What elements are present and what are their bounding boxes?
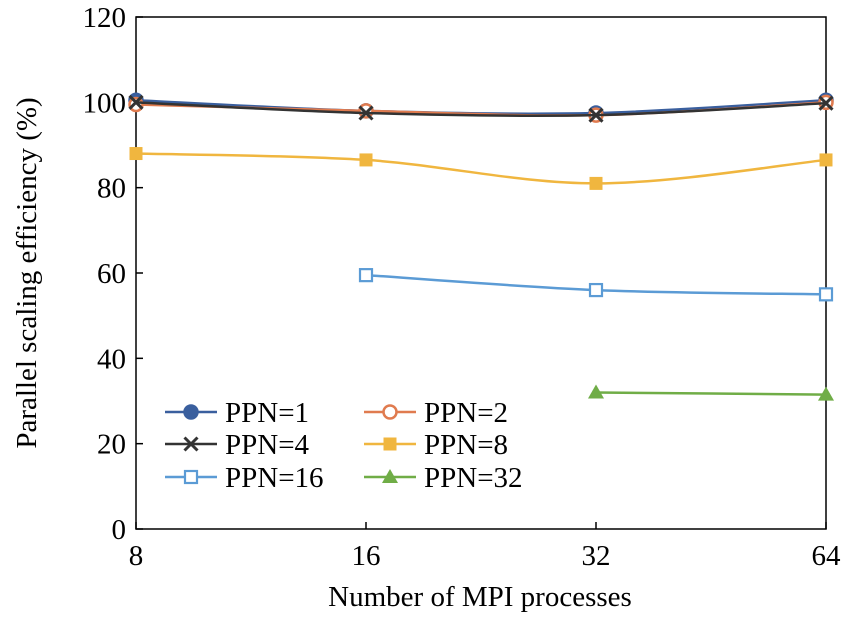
series-ppn-16 [358,268,834,302]
data-point [588,282,604,298]
data-point [358,268,374,283]
legend-label: PPN=8 [424,429,508,461]
series-line [595,391,827,396]
legend-label: PPN=1 [225,397,309,429]
legend-label: PPN=4 [225,429,310,461]
data-point [818,95,834,111]
legend-item: PPN=1 [165,397,309,429]
data-point [359,153,373,167]
series-layer [128,92,834,401]
series-ppn-4 [128,94,834,123]
y-tick-label: 60 [97,258,126,290]
x-axis-ticks: 8 16 32 64 [129,522,841,572]
data-point [128,96,144,113]
legend-label: PPN=32 [424,462,523,494]
series-line [135,152,827,185]
y-tick-label: 40 [97,343,126,375]
legend-marker [183,469,199,485]
data-point [358,105,374,121]
x-tick-label: 16 [352,540,381,572]
data-point [818,287,834,302]
x-tick-label: 8 [129,540,144,572]
data-point [818,386,834,401]
legend-label: PPN=16 [225,462,324,494]
legend-marker [183,404,199,420]
y-tick-label: 100 [83,87,127,119]
legend-marker [383,437,397,451]
legend-item: PPN=4 [165,429,310,461]
legend: PPN=1 PPN=2 PPN=4 PPN=8 PPN=16 PPN=32 [165,397,523,494]
data-point [129,147,143,161]
data-point [588,107,604,123]
x-tick-label: 64 [812,540,842,572]
x-axis-title: Number of MPI processes [328,581,632,613]
y-axis-ticks: 0 20 40 60 80 100 120 [83,2,143,546]
y-tick-label: 120 [83,2,127,34]
y-axis-title: Parallel scaling efficiency (%) [11,97,43,448]
legend-item: PPN=32 [364,462,523,494]
x-tick-label: 32 [582,540,611,572]
y-tick-label: 80 [97,173,126,205]
y-tick-label: 0 [112,514,127,546]
legend-marker [382,469,398,483]
data-point [588,384,604,399]
y-tick-label: 20 [97,429,126,461]
legend-marker [382,404,398,420]
data-point [819,153,833,167]
series-ppn-32 [588,384,834,401]
data-point [128,94,144,110]
legend-item: PPN=8 [364,429,508,461]
series-ppn-8 [129,147,833,190]
legend-item: PPN=2 [364,397,508,429]
series-line [135,101,827,118]
data-point [589,176,603,190]
legend-item: PPN=16 [165,462,324,494]
data-point [358,103,374,119]
legend-label: PPN=2 [424,397,508,429]
legend-marker [183,436,199,452]
